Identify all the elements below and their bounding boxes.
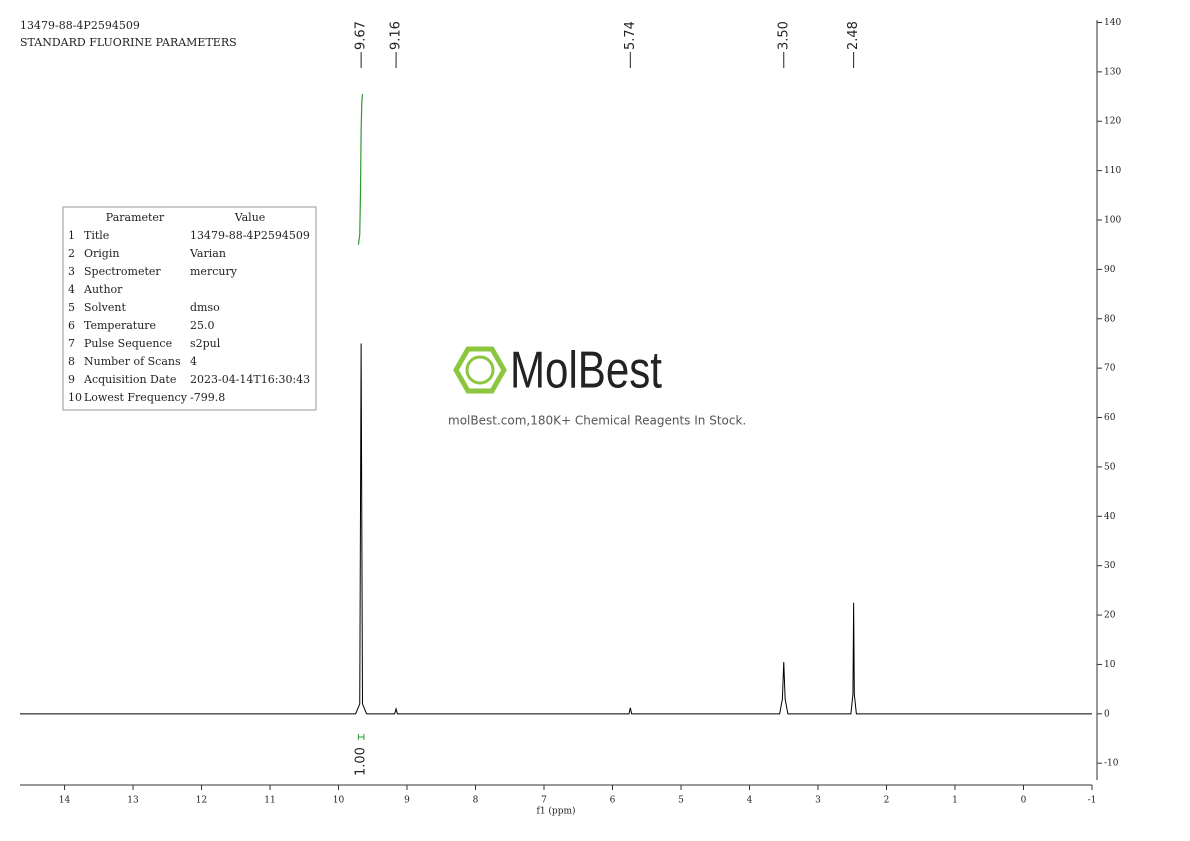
- y-tick-label: 50: [1104, 462, 1116, 472]
- param-cell: 13479-88-4P2594509: [190, 229, 310, 242]
- param-cell: Varian: [189, 247, 226, 260]
- param-cell: 3: [68, 265, 75, 278]
- param-cell: 7: [68, 337, 75, 350]
- x-tick-label: -1: [1088, 796, 1097, 806]
- param-cell: 4: [190, 355, 197, 368]
- param-cell: -799.8: [190, 391, 225, 404]
- logo: [453, 346, 507, 394]
- tagline: molBest.com,180K+ Chemical Reagents In S…: [448, 414, 746, 428]
- y-tick-label: -10: [1104, 759, 1119, 769]
- peak-label: 2.48: [846, 21, 861, 50]
- y-tick-label: 110: [1104, 166, 1121, 176]
- param-header: Parameter: [106, 211, 165, 224]
- y-tick-label: 60: [1104, 413, 1116, 423]
- y-tick-label: 80: [1104, 314, 1116, 324]
- x-tick-label: 3: [815, 796, 821, 806]
- x-tick-label: 10: [333, 796, 345, 806]
- x-tick-label: 13: [127, 796, 139, 806]
- y-tick-label: 10: [1104, 660, 1116, 670]
- parameter-box: [62, 206, 317, 411]
- x-axis-label: f1 (ppm): [537, 806, 576, 817]
- x-tick-label: 4: [747, 796, 753, 806]
- peak-label: 9.16: [389, 21, 404, 50]
- param-cell: mercury: [190, 265, 238, 278]
- param-cell: s2pul: [190, 337, 221, 350]
- param-cell: 25.0: [190, 319, 215, 332]
- param-header: Value: [234, 211, 266, 224]
- param-cell: 2023-04-14T16:30:43: [190, 373, 310, 386]
- x-tick-label: 9: [404, 796, 410, 806]
- chart-title: 13479-88-4P2594509: [20, 19, 140, 32]
- x-tick-label: 11: [264, 796, 275, 806]
- integral-curve: [357, 94, 364, 245]
- y-tick-label: 120: [1104, 117, 1121, 127]
- x-tick-label: 7: [541, 796, 547, 806]
- y-tick-label: 20: [1104, 611, 1116, 621]
- integral-label: 1.00: [354, 747, 369, 776]
- logo-text: MolBest: [510, 342, 662, 400]
- x-tick-label: 14: [59, 796, 71, 806]
- y-tick-label: 40: [1104, 512, 1116, 522]
- param-cell: Solvent: [84, 301, 126, 314]
- chart-subtitle: STANDARD FLUORINE PARAMETERS: [20, 36, 237, 49]
- y-tick-label: 130: [1104, 67, 1121, 77]
- param-cell: 10: [68, 391, 82, 404]
- x-tick-label: 8: [473, 796, 479, 806]
- peak-label: 9.67: [354, 21, 369, 50]
- y-tick-label: 140: [1104, 18, 1121, 28]
- param-cell: 5: [68, 301, 75, 314]
- param-cell: Acquisition Date: [83, 373, 176, 386]
- y-tick-label: 30: [1104, 561, 1116, 571]
- param-cell: Number of Scans: [84, 355, 181, 368]
- integral-bracket: [357, 734, 365, 740]
- param-cell: dmso: [190, 301, 220, 314]
- param-cell: 2: [68, 247, 75, 260]
- x-tick-label: 0: [1021, 796, 1027, 806]
- x-tick-label: 6: [610, 796, 616, 806]
- param-cell: Pulse Sequence: [84, 337, 172, 350]
- param-cell: 9: [68, 373, 75, 386]
- param-cell: Temperature: [84, 319, 156, 332]
- param-cell: Origin: [84, 247, 119, 260]
- param-cell: 4: [68, 283, 75, 296]
- y-tick-label: 90: [1104, 265, 1116, 275]
- spectrum: [20, 343, 1092, 715]
- param-cell: Spectrometer: [84, 265, 161, 278]
- peak-label: 5.74: [623, 21, 638, 50]
- x-tick-label: 1: [952, 796, 958, 806]
- param-cell: Lowest Frequency: [84, 391, 188, 404]
- y-tick-label: 100: [1104, 216, 1121, 226]
- param-cell: Author: [83, 283, 123, 296]
- peak-label: 3.50: [776, 21, 791, 50]
- y-tick-label: 0: [1104, 709, 1110, 719]
- x-tick-label: 12: [196, 796, 207, 806]
- x-tick-label: 2: [884, 796, 890, 806]
- param-cell: 1: [68, 229, 75, 242]
- y-tick-label: 70: [1104, 364, 1116, 374]
- param-cell: 8: [68, 355, 75, 368]
- x-tick-label: 5: [678, 796, 684, 806]
- param-cell: Title: [84, 229, 109, 242]
- param-cell: 6: [68, 319, 75, 332]
